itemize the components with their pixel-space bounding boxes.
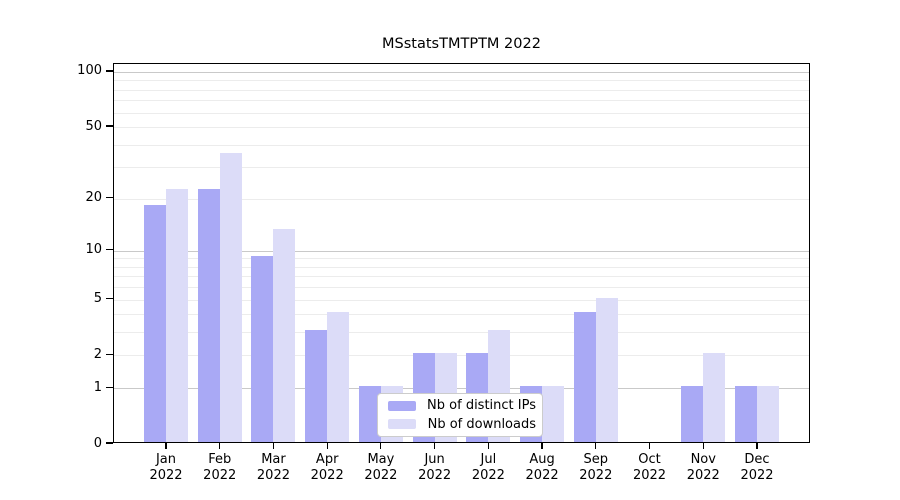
y-tick-label-0: 0 — [93, 435, 102, 451]
plot-area — [113, 63, 810, 443]
y-tick-50 — [106, 125, 113, 127]
x-tick-year-jan: 2022 — [149, 468, 183, 483]
bar-nov-ips — [681, 386, 704, 442]
x-tick-label-dec: Dec 2022 — [725, 452, 789, 484]
gridline-minor-4 — [114, 314, 809, 316]
x-tick-year-apr: 2022 — [310, 468, 344, 483]
gridline-minor-30 — [114, 167, 809, 169]
x-tick-year-may: 2022 — [364, 468, 398, 483]
bar-apr-ips — [305, 330, 328, 442]
x-tick-year-sep: 2022 — [579, 468, 613, 483]
x-tick-year-mar: 2022 — [256, 468, 290, 483]
bar-apr-downloads — [327, 312, 350, 442]
legend-item-ips: Nb of distinct IPs — [388, 398, 536, 414]
y-tick-2 — [106, 353, 113, 356]
bar-mar-ips — [251, 256, 274, 442]
y-tick-label-50: 50 — [85, 118, 102, 134]
legend-label-ips: Nb of distinct IPs — [427, 398, 536, 414]
x-tick-sep — [595, 443, 597, 449]
gridline-major-100 — [114, 71, 809, 73]
gridline-minor-8 — [114, 266, 809, 268]
x-tick-year-oct: 2022 — [632, 468, 667, 483]
x-tick-mar — [272, 443, 275, 449]
gridline-minor-9 — [114, 258, 809, 260]
gridline-minor-6 — [114, 287, 809, 289]
bar-mar-downloads — [273, 229, 296, 442]
y-tick-5 — [106, 297, 113, 300]
chart-title: MSstatsTMTPTM 2022 — [382, 36, 541, 52]
y-tick-label-5: 5 — [93, 291, 102, 307]
bar-sep-ips — [573, 312, 596, 442]
bar-feb-ips — [197, 189, 220, 442]
gridline-minor-2 — [114, 355, 809, 357]
gridline-minor-50 — [114, 127, 809, 129]
x-tick-year-feb: 2022 — [203, 468, 237, 483]
x-tick-dec — [756, 443, 758, 449]
gridline-minor-40 — [114, 144, 809, 146]
x-tick-nov — [702, 443, 704, 449]
y-tick-label-2: 2 — [93, 346, 102, 362]
x-tick-year-nov: 2022 — [686, 468, 720, 483]
x-tick-label-aug: Aug 2022 — [510, 452, 574, 484]
x-tick-may — [380, 443, 382, 449]
x-tick-apr — [326, 443, 328, 449]
y-tick-label-1: 1 — [93, 379, 102, 395]
x-tick-year-dec: 2022 — [740, 468, 774, 483]
gridline-minor-20 — [114, 198, 809, 200]
y-tick-label-10: 10 — [85, 242, 102, 258]
gridline-minor-5 — [114, 299, 809, 301]
x-tick-label-feb: Feb 2022 — [188, 452, 252, 484]
x-tick-year-jul: 2022 — [471, 468, 505, 483]
x-tick-label-jan: Jan 2022 — [134, 452, 198, 484]
x-tick-label-mar: Mar 2022 — [241, 452, 305, 484]
bar-sep-downloads — [595, 297, 618, 442]
x-tick-label-may: May 2022 — [349, 452, 413, 484]
gridline-minor-70 — [114, 100, 809, 102]
gridline-minor-60 — [114, 112, 809, 114]
y-tick-20 — [106, 196, 113, 199]
ips-swatch-icon — [388, 400, 416, 411]
bar-may-ips — [358, 386, 381, 442]
x-tick-label-apr: Apr 2022 — [295, 452, 359, 484]
legend-label-downloads: Nb of downloads — [427, 416, 536, 432]
x-tick-label-jul: Jul 2022 — [456, 452, 520, 484]
x-tick-label-nov: Nov 2022 — [671, 452, 735, 484]
y-tick-label-100: 100 — [77, 63, 102, 79]
gridline-major-1 — [114, 388, 809, 390]
y-tick-label-20: 20 — [85, 190, 102, 206]
y-tick-1 — [106, 386, 113, 388]
downloads-swatch-icon — [388, 419, 416, 430]
x-tick-label-jun: Jun 2022 — [403, 452, 467, 484]
y-tick-10 — [106, 249, 113, 251]
bar-dec-ips — [734, 386, 757, 442]
legend-item-downloads: Nb of downloads — [388, 417, 536, 433]
bar-nov-downloads — [703, 353, 726, 442]
x-tick-feb — [219, 443, 221, 449]
y-tick-100 — [106, 70, 113, 72]
x-tick-label-oct: Oct 2022 — [618, 452, 682, 484]
x-tick-jan — [165, 443, 167, 449]
x-tick-aug — [541, 443, 543, 449]
x-tick-oct — [648, 443, 651, 449]
x-tick-jul — [487, 443, 489, 449]
legend: Nb of distinct IPs Nb of downloads — [377, 393, 543, 437]
x-tick-jun — [434, 443, 436, 449]
bar-dec-downloads — [756, 386, 779, 442]
gridline-minor-7 — [114, 276, 809, 278]
bar-aug-downloads — [542, 386, 565, 442]
x-tick-year-aug: 2022 — [525, 468, 559, 483]
bar-jan-ips — [144, 204, 166, 442]
x-tick-label-sep: Sep 2022 — [564, 452, 628, 484]
gridline-minor-90 — [114, 80, 809, 82]
bar-feb-downloads — [219, 153, 242, 442]
gridline-minor-3 — [114, 332, 809, 334]
bar-jan-downloads — [166, 189, 188, 442]
x-tick-year-jun: 2022 — [418, 468, 452, 483]
gridline-minor-80 — [114, 89, 809, 91]
gridline-major-10 — [114, 250, 809, 252]
y-tick-0 — [106, 442, 113, 444]
